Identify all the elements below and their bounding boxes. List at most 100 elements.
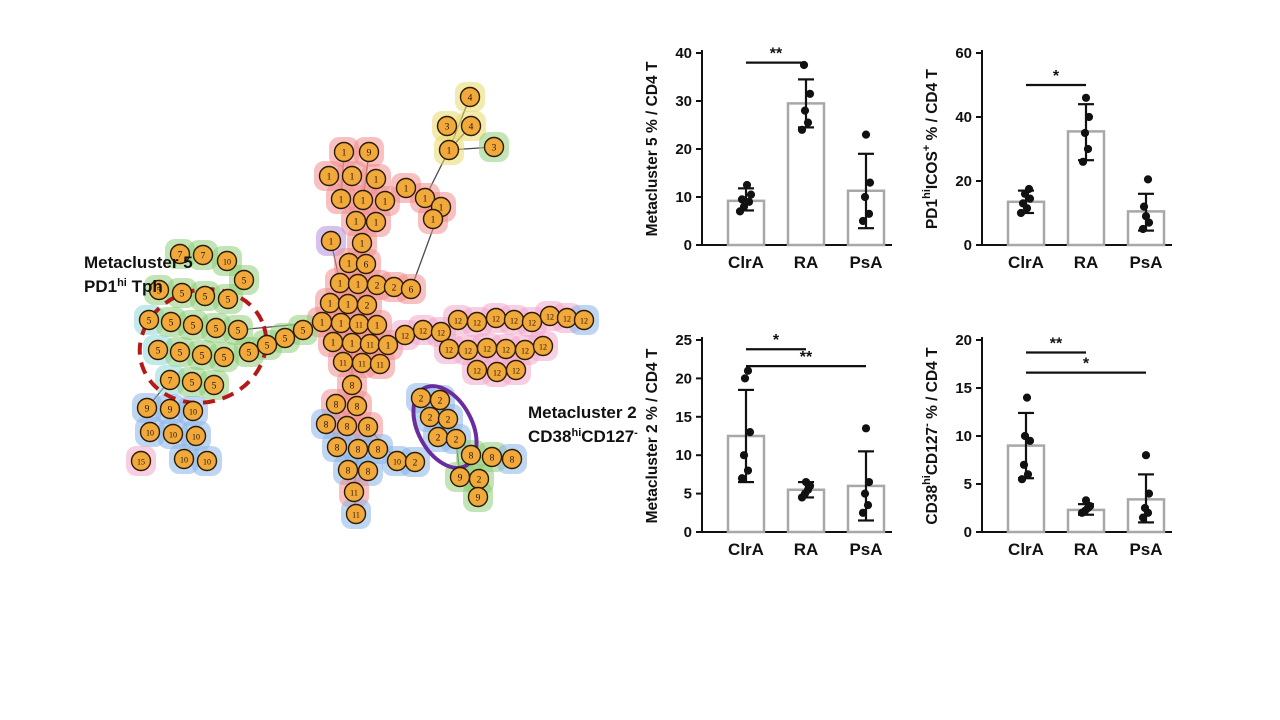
tree-node	[256, 334, 278, 356]
tree-node-number: 1	[331, 338, 336, 348]
y-tick-label: 40	[955, 109, 972, 126]
bar-chart-metacluster5-pct: 0 10 20 30 40 Metacluster 5 % / CD4 T ** ClrA RA…	[644, 45, 892, 272]
data-point	[737, 474, 747, 483]
tree-node	[160, 311, 182, 333]
tree-node-number: 8	[366, 467, 371, 477]
tree-node-number: 2	[454, 435, 459, 445]
data-point	[863, 501, 873, 510]
chart-metacluster5: 0 10 20 30 40 Metacluster 5 % / CD4 T ** ClrA RA…	[640, 35, 940, 300]
tree-node	[182, 314, 204, 336]
tree-node-number: 9	[476, 493, 481, 503]
tree-node-number: 12	[454, 316, 462, 325]
chart-cd38hi-cd127: 0 5 10 15 20 CD38hiCD127- % / CD4 T ** * ClrA RA P…	[920, 322, 1220, 587]
tree-node-number: 1	[361, 196, 366, 206]
tree-node	[341, 165, 363, 187]
y-tick-label: 5	[964, 476, 972, 493]
tree-node-number: 5	[242, 276, 247, 286]
y-tick-label: 30	[675, 93, 692, 110]
tree-node-number: 5	[222, 353, 227, 363]
tree-node	[369, 353, 391, 375]
data-point	[1139, 202, 1149, 211]
tree-node	[192, 244, 214, 266]
y-axis-label: CD38hiCD127- % / CD4 T	[921, 347, 941, 525]
tree-node	[445, 428, 467, 450]
data-point	[864, 209, 874, 218]
y-tick-label: 15	[675, 409, 692, 426]
tree-node	[481, 446, 503, 468]
significance-label: *	[1083, 356, 1090, 373]
data-point	[801, 477, 811, 487]
tree-node-number: 1	[346, 300, 351, 310]
tree-node-number: 12	[473, 366, 481, 375]
data-point	[1144, 218, 1154, 227]
tree-node-number: 10	[169, 430, 177, 439]
data-point	[803, 118, 813, 127]
tree-node	[365, 211, 387, 233]
y-tick-label: 10	[955, 428, 972, 445]
data-point	[864, 477, 874, 487]
data-point	[1023, 470, 1033, 479]
tree-node-number: 1	[329, 237, 334, 247]
tree-node	[377, 334, 399, 356]
tree-node-number: 7	[201, 251, 206, 261]
tree-node	[437, 408, 459, 430]
data-point	[805, 89, 815, 98]
tree-node-number: 12	[580, 316, 588, 325]
tree-node	[374, 190, 396, 212]
tree-node-number: 12	[546, 312, 554, 321]
tree-node-number: 5	[247, 348, 252, 358]
tree-node	[205, 317, 227, 339]
tree-node	[395, 177, 417, 199]
y-tick-label: 5	[684, 486, 692, 503]
tree-node-number: 5	[191, 321, 196, 331]
tree-node-number: 1	[339, 195, 344, 205]
significance-label: **	[770, 46, 783, 63]
tree-node	[347, 438, 369, 460]
x-category-label: PsA	[1129, 253, 1162, 272]
tree-node-number: 8	[346, 466, 351, 476]
tree-node-number: 1	[374, 218, 379, 228]
tree-node	[343, 481, 365, 503]
tree-node-number: 12	[483, 344, 491, 353]
tree-node	[467, 486, 489, 508]
tree-node-number: 2	[419, 394, 424, 404]
data-point	[1016, 208, 1026, 218]
tree-node-number: 5	[190, 378, 195, 388]
tree-node-number: 12	[464, 346, 472, 355]
tree-node-number: 1	[404, 184, 409, 194]
tree-node-number: 8	[324, 420, 329, 430]
tree-node-number: 1	[327, 172, 332, 182]
y-tick-label: 20	[955, 332, 972, 349]
tree-node-number: 10	[223, 257, 231, 266]
tree-node-number: 12	[512, 366, 520, 375]
data-point	[865, 178, 875, 187]
tree-node-number: 12	[510, 316, 518, 325]
tree-node-number: 2	[428, 413, 433, 423]
tree-node-number: 2	[375, 281, 380, 291]
tree-node-number: 1	[383, 197, 388, 207]
tree-node	[169, 243, 191, 265]
tree-node-number: 5	[203, 292, 208, 302]
tree-node-number: 4	[469, 122, 474, 132]
data-point	[744, 197, 754, 206]
tree-node-number: 9	[168, 405, 173, 415]
x-category-label: PsA	[849, 540, 882, 559]
tree-node-number: 8	[510, 455, 515, 465]
tree-node	[191, 344, 213, 366]
y-axis-label: Metacluster 2 % / CD4 T	[644, 348, 661, 523]
tree-node	[148, 279, 170, 301]
tree-node-number: 1	[328, 299, 333, 309]
data-point	[1140, 503, 1150, 513]
tree-node-number: 2	[477, 475, 482, 485]
tree-node-number: 8	[376, 445, 381, 455]
tree-node	[203, 374, 225, 396]
data-point	[743, 466, 753, 475]
tree-node-number: 10	[146, 428, 154, 437]
tree-node-number: 8	[469, 451, 474, 461]
data-point	[1024, 184, 1034, 194]
tree-node	[147, 339, 169, 361]
data-point	[1083, 144, 1093, 154]
y-tick-label: 25	[675, 332, 692, 349]
y-tick-label: 10	[675, 189, 692, 206]
